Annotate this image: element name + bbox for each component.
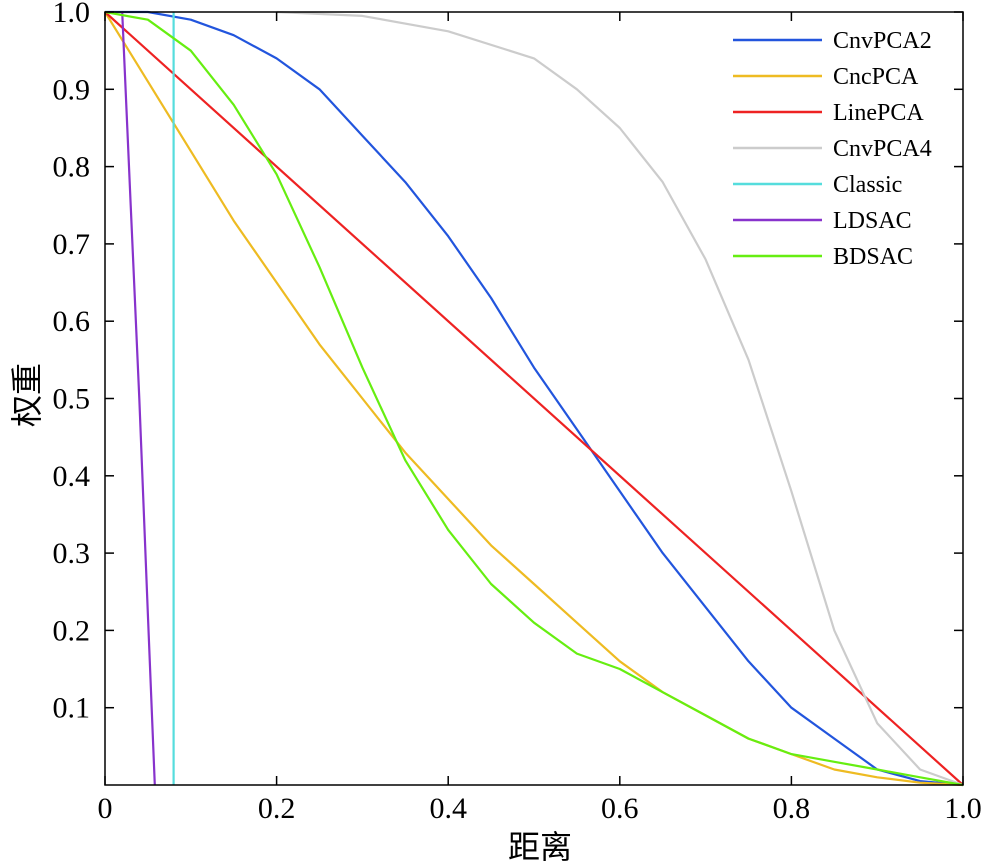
x-tick-label: 0.2	[258, 792, 296, 825]
y-tick-label: 0.9	[53, 73, 91, 106]
y-tick-label: 0.4	[53, 460, 91, 493]
legend-label-cnvpca4: CnvPCA4	[833, 136, 932, 162]
y-tick-label: 0.5	[53, 383, 91, 416]
y-tick-label: 1.0	[53, 0, 91, 29]
x-tick-label: 1.0	[944, 792, 982, 825]
y-tick-label: 0.3	[53, 537, 91, 570]
legend-label-classic: Classic	[833, 172, 902, 198]
legend-label-linepca: LinePCA	[833, 100, 924, 126]
series-line-linepca	[104, 11, 964, 786]
x-tick-label: 0	[98, 792, 113, 825]
y-tick-label: 0.2	[53, 614, 91, 647]
y-tick-label: 0.6	[53, 305, 91, 338]
series-line-cncpca	[104, 11, 964, 787]
x-tick-label: 0.8	[773, 792, 811, 825]
x-axis-title: 距离	[508, 828, 572, 865]
legend-label-bdsac: BDSAC	[833, 244, 913, 270]
y-tick-label: 0.8	[53, 151, 91, 184]
series-layer	[104, 10, 964, 787]
x-tick-label: 0.4	[429, 792, 467, 825]
axes-layer: 0 0.2 0.4 0.6 0.8 1.0 0.1 0.2 0.3 0.4 0.5 0.6 0.7 0.8…	[53, 0, 982, 825]
series-line-cnvpca4	[276, 10, 964, 787]
legend-label-cncpca: CncPCA	[833, 64, 919, 90]
legend-label-ldsac: LDSAC	[833, 208, 912, 234]
legend-label-cnvpca2: CnvPCA2	[833, 28, 932, 54]
series-line-bdsac	[104, 10, 964, 787]
x-tick-label: 0.6	[601, 792, 639, 825]
y-axis-title: 权重	[8, 363, 46, 427]
series-line-ldsac	[121, 11, 156, 786]
series-line-cnvpca2	[105, 10, 964, 787]
legend: CnvPCA2 CncPCA LinePCA CnvPCA4 Classic LDSAC B…	[733, 28, 932, 270]
y-tick-label: 0.7	[53, 228, 91, 261]
y-tick-label: 0.1	[53, 692, 91, 725]
